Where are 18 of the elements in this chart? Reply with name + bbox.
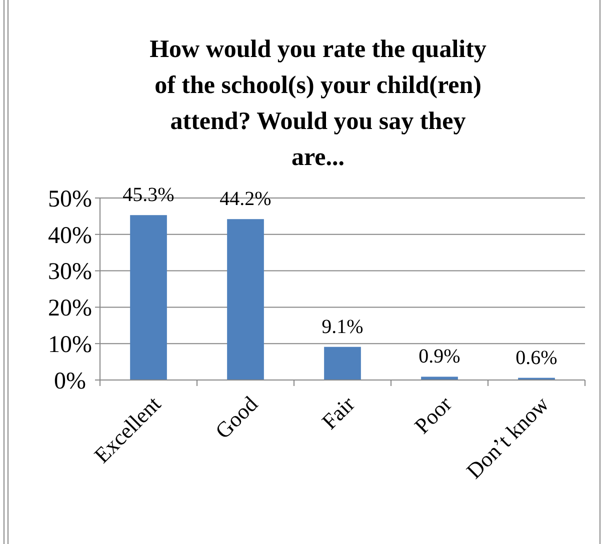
bar [421, 376, 458, 380]
bar [324, 346, 361, 380]
bar [130, 215, 167, 380]
data-label: 9.1% [322, 316, 364, 338]
data-label: 0.6% [516, 346, 558, 369]
data-label: 45.3% [122, 184, 174, 206]
y-tick-label: 40% [48, 222, 92, 249]
data-label: 44.2% [220, 188, 272, 210]
x-tick-label: Poor [409, 390, 457, 438]
data-label: 0.9% [418, 346, 460, 368]
y-tick-label: 30% [48, 259, 92, 286]
y-tick-label: 10% [48, 332, 92, 358]
bar [227, 219, 264, 380]
x-tick-label: Fair [316, 390, 360, 434]
chart-title: How would you rate the quality of the school(s) your child(ren) attend? Would you say they are... [150, 36, 487, 171]
y-tick-label: 0% [54, 368, 86, 394]
y-tick-label: 50% [48, 186, 92, 212]
y-tick-label: 20% [48, 296, 92, 322]
